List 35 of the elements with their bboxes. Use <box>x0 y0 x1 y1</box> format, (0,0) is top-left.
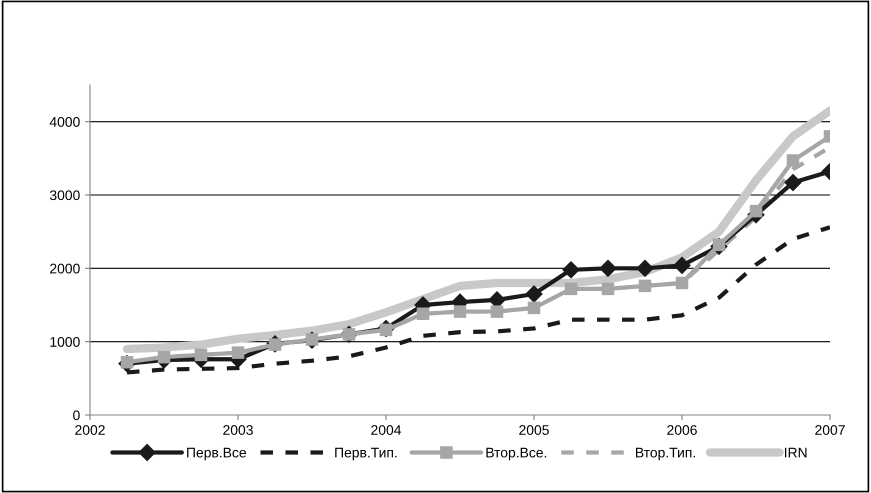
point <box>528 302 540 314</box>
point <box>158 350 170 364</box>
point <box>194 348 208 362</box>
point <box>599 260 617 277</box>
legend-label: Втор.Все. <box>486 448 546 460</box>
point <box>490 305 504 318</box>
point <box>562 261 580 278</box>
y-tick-label: 4000 <box>50 117 80 127</box>
point <box>784 174 802 192</box>
x-tick-label: 2005 <box>519 425 549 435</box>
point <box>673 256 691 274</box>
point <box>750 204 762 218</box>
y-tick-label: 1000 <box>50 337 80 347</box>
point <box>454 305 466 318</box>
x-tick-label: 2003 <box>223 425 253 435</box>
x-tick-label: 2004 <box>371 425 402 435</box>
y-tick-label: 3000 <box>50 190 80 200</box>
x-tick-label: 2002 <box>75 425 105 435</box>
point <box>636 260 654 277</box>
legend-label: Перв.Все <box>187 448 246 460</box>
y-tick-label: 2000 <box>50 264 80 274</box>
legend-label: Перв.Тип. <box>335 448 397 460</box>
point <box>786 154 800 167</box>
point <box>676 276 688 290</box>
point <box>602 282 614 296</box>
point <box>416 308 430 320</box>
legend-label: IRN <box>784 448 806 458</box>
legend-label: Втор.Тип. <box>636 448 695 460</box>
point <box>232 346 244 359</box>
x-tick-label: 2006 <box>667 425 697 435</box>
point <box>638 280 652 292</box>
point <box>564 282 578 296</box>
point <box>525 285 543 303</box>
y-tick-label: 0 <box>73 410 80 420</box>
x-tick-label: 2007 <box>815 425 845 435</box>
